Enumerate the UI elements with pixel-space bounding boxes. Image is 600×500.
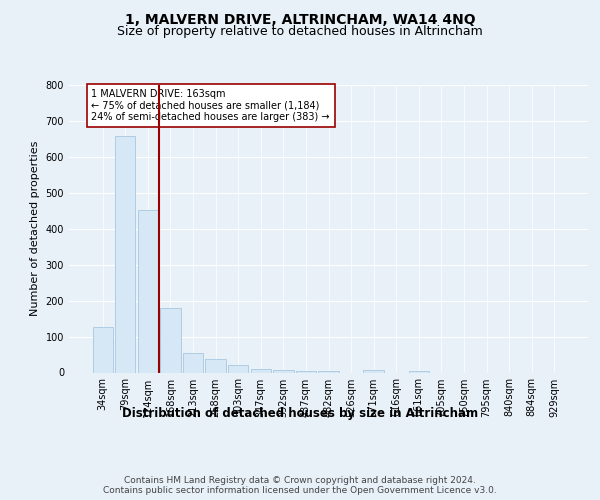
Bar	[409, 370, 429, 372]
Text: Distribution of detached houses by size in Altrincham: Distribution of detached houses by size …	[122, 408, 478, 420]
Text: 1 MALVERN DRIVE: 163sqm
← 75% of detached houses are smaller (1,184)
24% of semi: 1 MALVERN DRIVE: 163sqm ← 75% of detache…	[91, 88, 330, 122]
Y-axis label: Number of detached properties: Number of detached properties	[30, 141, 40, 316]
Bar	[319, 370, 338, 372]
Bar	[296, 370, 316, 372]
Text: Contains HM Land Registry data © Crown copyright and database right 2024.
Contai: Contains HM Land Registry data © Crown c…	[103, 476, 497, 495]
Text: Size of property relative to detached houses in Altrincham: Size of property relative to detached ho…	[117, 25, 483, 38]
Bar	[138, 210, 158, 372]
Bar	[160, 308, 181, 372]
Bar	[273, 370, 293, 372]
Bar	[251, 369, 271, 372]
Bar	[228, 366, 248, 372]
Bar	[205, 359, 226, 372]
Bar	[364, 370, 384, 372]
Text: 1, MALVERN DRIVE, ALTRINCHAM, WA14 4NQ: 1, MALVERN DRIVE, ALTRINCHAM, WA14 4NQ	[125, 12, 475, 26]
Bar	[183, 352, 203, 372]
Bar	[115, 136, 136, 372]
Bar	[92, 327, 113, 372]
